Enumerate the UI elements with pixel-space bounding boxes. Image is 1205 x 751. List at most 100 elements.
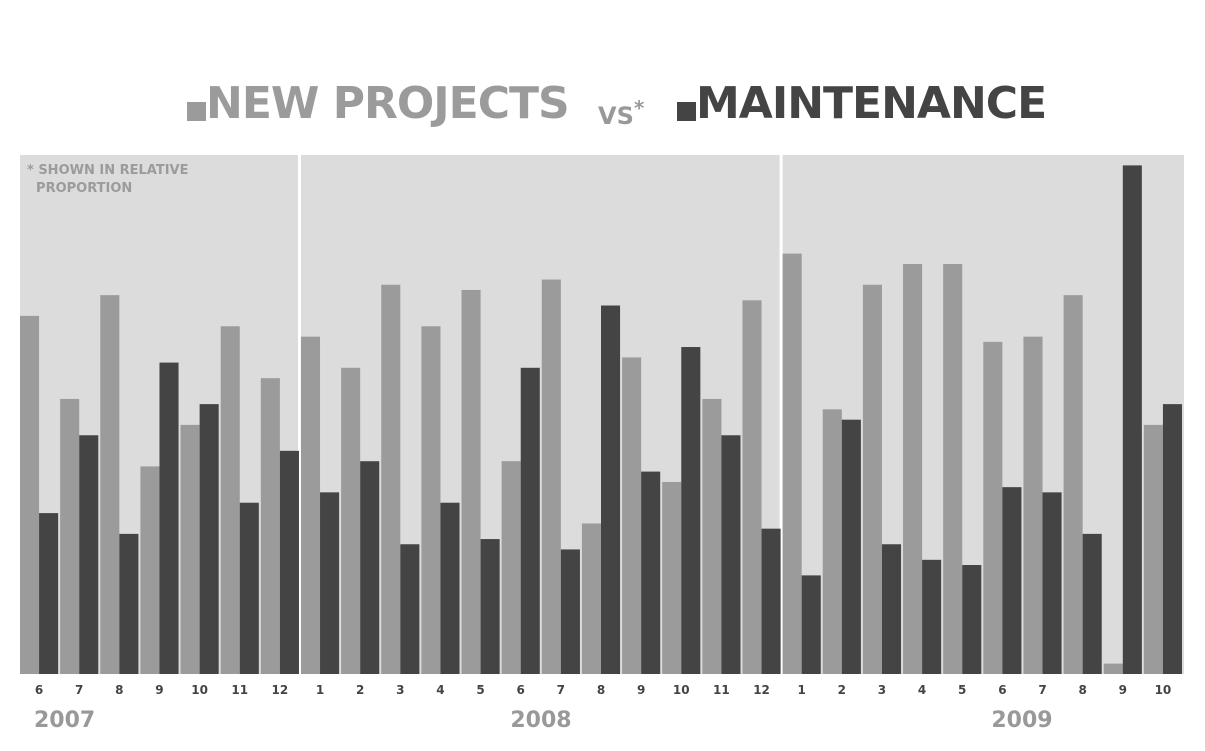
bar-new-projects-2008-4 bbox=[421, 326, 441, 674]
bar-new-projects-2008-7 bbox=[541, 279, 561, 674]
legend-label-maintenance: MAINTENANCE bbox=[696, 78, 1047, 129]
bar-maintenance-2009-5 bbox=[962, 565, 982, 674]
bar-maintenance-2008-10 bbox=[681, 347, 701, 674]
proportion-note: * SHOWN IN RELATIVE PROPORTION bbox=[27, 163, 189, 196]
tick-label-2007-9: 9 bbox=[155, 683, 163, 697]
bar-new-projects-2007-10 bbox=[180, 424, 200, 674]
bar-new-projects-2009-6 bbox=[983, 341, 1003, 674]
year-label-2008: 2008 bbox=[510, 708, 571, 733]
tick-label-2007-8: 8 bbox=[115, 683, 123, 697]
bar-new-projects-2009-5 bbox=[943, 263, 963, 674]
tick-label-2008-6: 6 bbox=[517, 683, 525, 697]
bar-maintenance-2007-9 bbox=[159, 362, 179, 674]
legend-maintenance: MAINTENANCE bbox=[677, 78, 1047, 129]
legend-new-projects: NEW PROJECTS bbox=[187, 78, 570, 129]
tick-label-2008-2: 2 bbox=[356, 683, 364, 697]
bar-new-projects-2007-7 bbox=[60, 398, 80, 674]
tick-label-2008-11: 11 bbox=[713, 683, 730, 697]
legend-swatch-maintenance bbox=[677, 102, 696, 121]
bar-maintenance-2008-9 bbox=[641, 471, 661, 674]
bar-maintenance-2009-10 bbox=[1162, 404, 1182, 674]
bar-maintenance-2008-11 bbox=[721, 435, 741, 674]
tick-label-2009-8: 8 bbox=[1078, 683, 1086, 697]
tick-label-2008-12: 12 bbox=[753, 683, 770, 697]
tick-label-2009-5: 5 bbox=[958, 683, 966, 697]
tick-label-2007-10: 10 bbox=[191, 683, 208, 697]
bar-maintenance-2007-6 bbox=[39, 513, 59, 674]
bar-new-projects-2009-10 bbox=[1143, 424, 1163, 674]
tick-label-2008-5: 5 bbox=[476, 683, 484, 697]
tick-label-2007-6: 6 bbox=[35, 683, 43, 697]
bar-maintenance-2008-5 bbox=[480, 539, 500, 674]
tick-label-2007-11: 11 bbox=[231, 683, 248, 697]
vs-label: VS* bbox=[598, 96, 644, 130]
tick-label-2009-10: 10 bbox=[1155, 683, 1172, 697]
bar-new-projects-2008-10 bbox=[662, 481, 682, 674]
tick-label-2009-1: 1 bbox=[798, 683, 806, 697]
tick-label-2008-10: 10 bbox=[673, 683, 690, 697]
bar-maintenance-2009-3 bbox=[881, 544, 902, 674]
bar-maintenance-2008-6 bbox=[520, 367, 540, 674]
bar-maintenance-2007-11 bbox=[239, 502, 259, 674]
bar-maintenance-2008-4 bbox=[440, 502, 460, 674]
tick-label-2009-2: 2 bbox=[838, 683, 846, 697]
bar-maintenance-2009-4 bbox=[922, 559, 942, 674]
year-label-2009: 2009 bbox=[991, 708, 1052, 733]
tick-label-2008-9: 9 bbox=[637, 683, 645, 697]
bar-new-projects-2008-2 bbox=[341, 367, 361, 674]
bar-maintenance-2007-10 bbox=[199, 404, 219, 674]
bar-new-projects-2008-9 bbox=[622, 357, 642, 674]
bar-maintenance-2009-1 bbox=[801, 575, 821, 674]
bar-new-projects-2009-7 bbox=[1023, 336, 1043, 674]
tick-label-2008-1: 1 bbox=[316, 683, 324, 697]
year-label-2007: 2007 bbox=[34, 708, 95, 733]
bar-new-projects-2008-1 bbox=[300, 336, 321, 674]
vs-text: VS bbox=[598, 102, 634, 130]
bar-maintenance-2008-1 bbox=[320, 492, 340, 674]
vs-asterisk: * bbox=[633, 96, 645, 120]
bar-new-projects-2008-5 bbox=[461, 289, 481, 674]
bar-maintenance-2007-12 bbox=[279, 450, 299, 674]
tick-label-2009-7: 7 bbox=[1038, 683, 1046, 697]
bar-maintenance-2008-7 bbox=[560, 549, 580, 674]
bar-new-projects-2009-1 bbox=[782, 253, 802, 675]
chart-title: NEW PROJECTS VS* MAINTENANCE bbox=[0, 78, 1205, 138]
bar-new-projects-2009-9 bbox=[1103, 663, 1123, 674]
tick-label-2007-7: 7 bbox=[75, 683, 83, 697]
tick-label-2009-9: 9 bbox=[1119, 683, 1127, 697]
bar-new-projects-2008-6 bbox=[501, 461, 521, 674]
tick-label-2007-12: 12 bbox=[272, 683, 289, 697]
bar-new-projects-2007-9 bbox=[140, 466, 160, 674]
tick-label-2008-7: 7 bbox=[557, 683, 565, 697]
bar-new-projects-2008-3 bbox=[381, 284, 401, 674]
tick-label-2009-6: 6 bbox=[998, 683, 1006, 697]
bar-new-projects-2007-8 bbox=[100, 295, 120, 674]
bar-maintenance-2009-9 bbox=[1122, 165, 1142, 674]
bar-new-projects-2008-8 bbox=[581, 523, 601, 674]
bar-new-projects-2007-12 bbox=[260, 378, 280, 674]
bar-maintenance-2007-7 bbox=[79, 435, 99, 674]
bar-maintenance-2008-12 bbox=[761, 528, 781, 674]
bar-new-projects-2008-11 bbox=[702, 398, 722, 674]
bar-maintenance-2009-6 bbox=[1002, 487, 1022, 674]
tick-label-2008-3: 3 bbox=[396, 683, 404, 697]
bar-maintenance-2008-8 bbox=[601, 305, 621, 674]
tick-label-2008-4: 4 bbox=[436, 683, 444, 697]
bar-maintenance-2007-8 bbox=[119, 533, 139, 674]
tick-label-2009-3: 3 bbox=[878, 683, 886, 697]
bar-new-projects-2009-8 bbox=[1063, 295, 1083, 674]
bar-new-projects-2009-4 bbox=[903, 263, 923, 674]
bar-new-projects-2009-2 bbox=[822, 409, 842, 674]
bar-new-projects-2008-12 bbox=[742, 300, 762, 674]
bar-maintenance-2009-7 bbox=[1042, 492, 1062, 674]
tick-label-2008-8: 8 bbox=[597, 683, 605, 697]
legend-label-new-projects: NEW PROJECTS bbox=[206, 78, 570, 129]
bar-maintenance-2009-2 bbox=[841, 419, 861, 674]
tick-label-2009-4: 4 bbox=[918, 683, 926, 697]
bar-maintenance-2008-3 bbox=[400, 544, 420, 674]
bar-maintenance-2009-8 bbox=[1082, 533, 1102, 674]
bar-new-projects-2007-11 bbox=[220, 326, 240, 674]
bar-new-projects-2009-3 bbox=[862, 284, 882, 674]
bar-new-projects-2007-6 bbox=[20, 315, 40, 674]
